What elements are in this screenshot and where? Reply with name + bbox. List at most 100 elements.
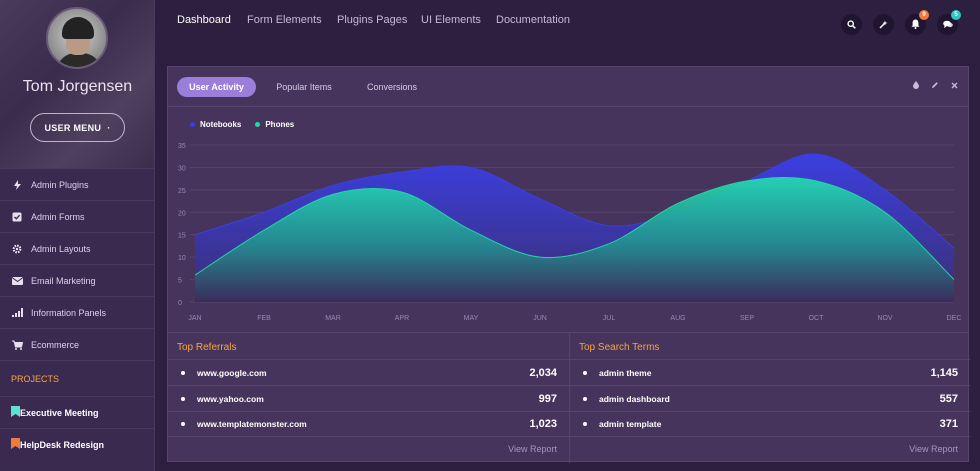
sidebar-item-ecommerce[interactable]: Ecommerce xyxy=(0,328,154,360)
y-tick-label: 15 xyxy=(178,233,186,240)
legend-label: Phones xyxy=(265,120,295,129)
bolt-icon xyxy=(11,179,23,191)
x-tick-label: FEB xyxy=(257,315,271,322)
row-name: www.yahoo.com xyxy=(197,393,264,404)
series-phones-area[interactable] xyxy=(195,177,954,302)
gear-icon xyxy=(11,243,23,255)
check-square-icon xyxy=(11,211,23,223)
cart-icon xyxy=(11,339,23,351)
wand-icon xyxy=(879,16,888,34)
sidebar: Tom Jorgensen USER MENU · Admin Plugins … xyxy=(0,0,155,471)
nav-plugins-pages[interactable]: Plugins Pages xyxy=(337,14,408,26)
tools-button[interactable] xyxy=(873,14,894,35)
y-tick-label: 10 xyxy=(178,255,186,262)
row-value: 371 xyxy=(939,418,958,430)
nav-ui-elements[interactable]: UI Elements xyxy=(421,14,481,26)
row-value: 1,145 xyxy=(930,366,958,379)
row-name: admin theme xyxy=(599,367,652,378)
row-value: 997 xyxy=(538,392,557,405)
search-terms-view-report-link[interactable]: View Report xyxy=(909,444,958,454)
row-name: www.google.com xyxy=(197,367,267,378)
notifications-button[interactable]: 9 xyxy=(905,10,929,35)
bullet-icon xyxy=(583,370,587,375)
sidebar-item-information-panels[interactable]: Information Panels xyxy=(0,296,154,328)
table-row[interactable]: www.google.com 2,034 xyxy=(168,359,569,385)
referrals-view-report-link[interactable]: View Report xyxy=(508,444,557,454)
sidebar-project-executive-meeting[interactable]: Executive Meeting xyxy=(0,396,154,428)
y-tick-label: 5 xyxy=(178,278,182,285)
table-row[interactable]: admin dashboard 557 xyxy=(570,385,970,411)
legend-label: Notebooks xyxy=(200,120,242,129)
project-label: Executive Meeting xyxy=(20,407,99,418)
table-row[interactable]: www.yahoo.com 997 xyxy=(168,385,569,411)
nav-form-elements[interactable]: Form Elements xyxy=(247,14,322,26)
user-menu-button[interactable]: USER MENU · xyxy=(30,113,125,142)
legend-swatch xyxy=(255,122,261,128)
series-notebooks-line xyxy=(194,153,955,249)
nav-dashboard[interactable]: Dashboard xyxy=(177,14,231,26)
y-tick-label: 35 xyxy=(178,143,186,150)
legend-notebooks[interactable]: Notebooks xyxy=(190,120,241,129)
x-tick-label: MAY xyxy=(464,315,479,322)
sidebar-item-admin-forms[interactable]: Admin Forms xyxy=(0,200,154,232)
caret-icon: · xyxy=(107,122,111,133)
y-tick-label: 0 xyxy=(178,300,182,307)
search-button[interactable] xyxy=(841,14,862,35)
messages-button[interactable]: 5 xyxy=(937,10,961,35)
x-tick-label: JUL xyxy=(603,315,616,322)
bullet-icon xyxy=(181,396,185,401)
tab-popular-items[interactable]: Popular Items xyxy=(276,82,332,92)
y-tick-label: 20 xyxy=(178,210,186,217)
search-terms-title: Top Search Terms xyxy=(579,342,660,353)
x-tick-label: DEC xyxy=(947,315,962,322)
table-row[interactable]: admin template 371 xyxy=(570,411,970,437)
notifications-badge: 9 xyxy=(919,10,929,20)
x-tick-label: NOV xyxy=(877,315,893,322)
sidebar-item-label: Information Panels xyxy=(31,307,107,318)
chart-legend: Notebooks Phones xyxy=(190,120,294,129)
search-icon xyxy=(847,16,856,34)
row-value: 2,034 xyxy=(529,366,557,379)
table-row[interactable]: admin theme 1,145 xyxy=(570,359,970,385)
nav-documentation[interactable]: Documentation xyxy=(496,14,570,26)
tab-user-activity[interactable]: User Activity xyxy=(177,77,256,97)
bullet-icon xyxy=(583,422,587,426)
sidebar-nav: Admin Plugins Admin Forms Admin Layouts … xyxy=(0,168,154,460)
activity-area-chart: 0 5 10 15 20 25 30 35 JAN FEB MAR APR MAY JUN JUL AUG SE… xyxy=(178,143,962,322)
report-lists: Top Referrals www.google.com 2,034 www.y… xyxy=(168,332,970,463)
profile-card: Tom Jorgensen USER MENU · xyxy=(0,0,154,168)
x-tick-label: SEP xyxy=(740,315,754,322)
close-icon[interactable] xyxy=(950,81,958,89)
top-search-terms: Top Search Terms admin theme 1,145 admin… xyxy=(569,333,970,463)
tab-conversions[interactable]: Conversions xyxy=(366,82,418,92)
row-value: 1,023 xyxy=(529,418,557,430)
user-activity-panel: User Activity Popular Items Conversions … xyxy=(167,66,970,463)
top-referrals: Top Referrals www.google.com 2,034 www.y… xyxy=(168,333,569,463)
bell-icon xyxy=(911,16,920,34)
sidebar-item-label: Email Marketing xyxy=(31,275,96,286)
row-name: admin template xyxy=(599,419,662,429)
profile-name: Tom Jorgensen xyxy=(22,78,133,95)
sidebar-project-helpdesk-redesign[interactable]: HelpDesk Redesign xyxy=(0,428,154,460)
sidebar-item-admin-plugins[interactable]: Admin Plugins xyxy=(0,168,154,200)
x-tick-label: OCT xyxy=(809,315,825,322)
droplet-icon[interactable] xyxy=(912,81,920,89)
legend-swatch xyxy=(190,122,195,128)
avatar[interactable] xyxy=(46,7,108,69)
sidebar-item-email-marketing[interactable]: Email Marketing xyxy=(0,264,154,296)
table-row[interactable]: www.templatemonster.com 1,023 xyxy=(168,411,569,437)
y-tick-label: 25 xyxy=(178,188,186,195)
x-tick-label: APR xyxy=(395,315,409,322)
user-menu-label: USER MENU xyxy=(44,122,102,133)
messages-badge: 5 xyxy=(951,10,961,20)
edit-icon[interactable] xyxy=(931,81,939,89)
bullet-icon xyxy=(181,422,185,426)
sidebar-item-admin-layouts[interactable]: Admin Layouts xyxy=(0,232,154,264)
bullet-icon xyxy=(181,370,185,375)
legend-phones[interactable]: Phones xyxy=(255,120,294,129)
signal-bars-icon xyxy=(11,307,23,319)
sidebar-item-label: Admin Layouts xyxy=(31,243,91,254)
row-value: 557 xyxy=(939,392,958,405)
top-navigation: Dashboard Form Elements Plugins Pages UI… xyxy=(155,0,980,42)
sidebar-item-label: Admin Forms xyxy=(31,211,85,222)
